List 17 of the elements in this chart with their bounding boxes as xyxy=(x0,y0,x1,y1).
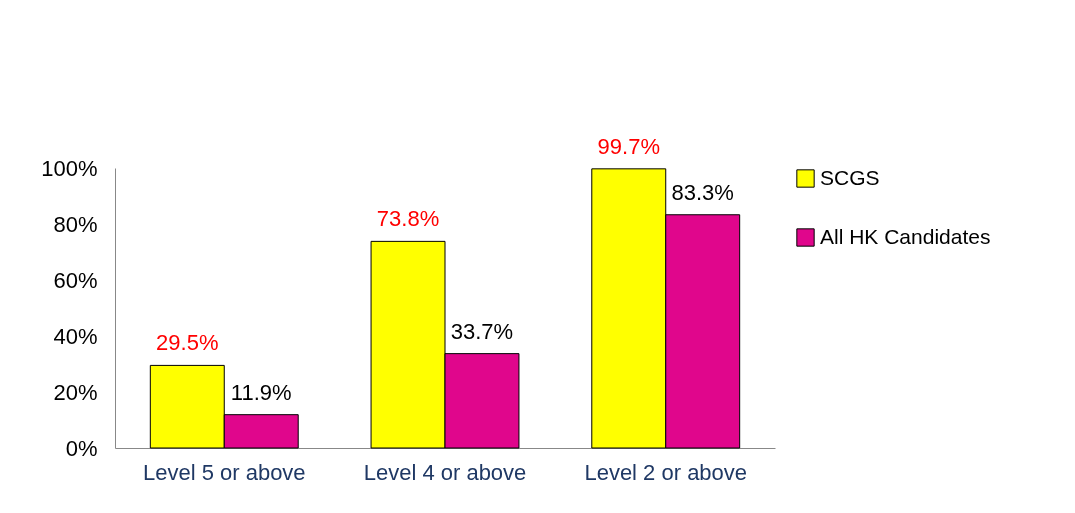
y-tick-label: 60% xyxy=(53,267,98,293)
x-tick-label: Level 5 or above xyxy=(142,459,306,485)
y-tick-label: 20% xyxy=(53,379,98,405)
data-label: 83.3% xyxy=(671,179,734,205)
x-tick-label: Level 4 or above xyxy=(363,459,527,485)
data-label: 11.9% xyxy=(230,379,292,405)
y-tick-label: 0% xyxy=(65,435,98,461)
y-tick-label: 40% xyxy=(53,323,98,349)
y-tick-label: 80% xyxy=(53,211,98,237)
legend-label: All HK Candidates xyxy=(820,224,991,248)
data-label: 29.5% xyxy=(156,330,219,356)
data-label: 33.7% xyxy=(450,318,514,344)
legend-label: SCGS xyxy=(820,165,880,189)
data-label: 99.7% xyxy=(597,133,660,159)
y-tick-label: 100% xyxy=(41,155,98,181)
x-tick-label: Level 2 or above xyxy=(584,459,748,485)
data-label: 73.8% xyxy=(376,206,440,232)
